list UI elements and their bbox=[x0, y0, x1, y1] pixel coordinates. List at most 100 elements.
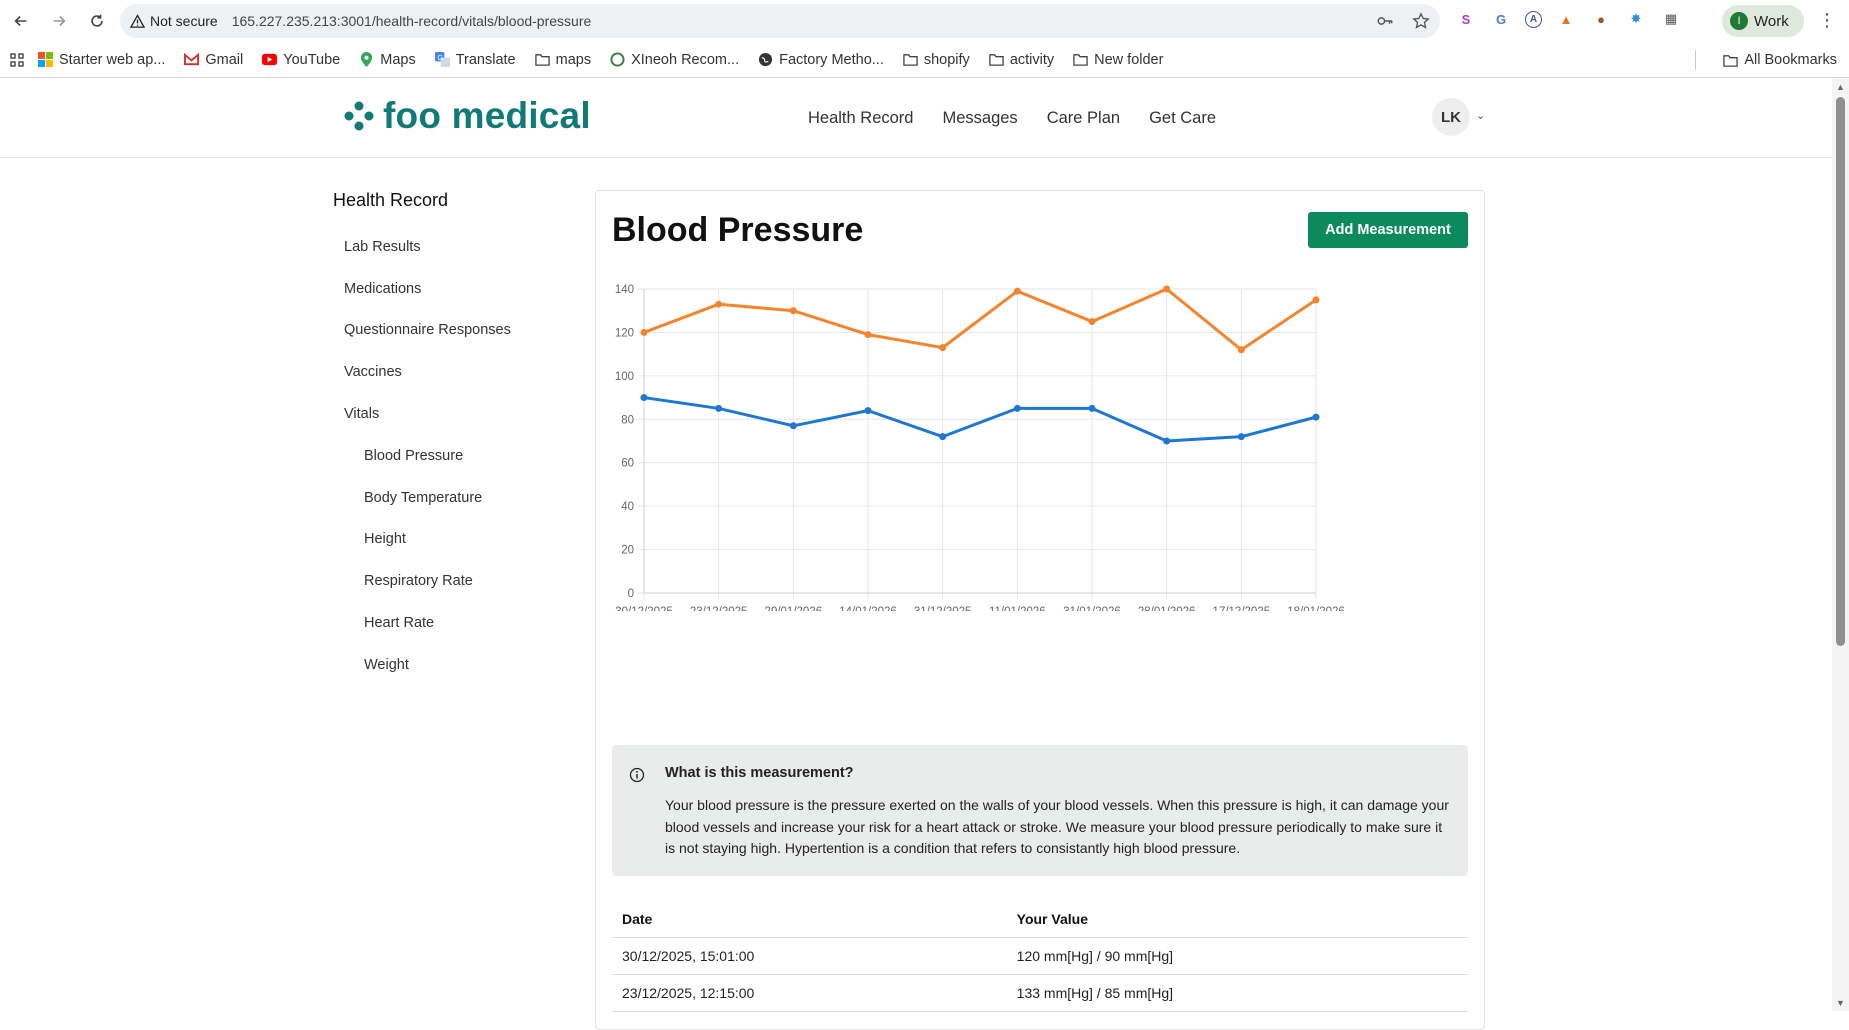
y-tick-label: 0 bbox=[628, 588, 634, 600]
logo[interactable]: foo medical bbox=[343, 95, 591, 137]
folder-icon bbox=[903, 52, 918, 67]
data-point-systolic[interactable] bbox=[1163, 437, 1171, 445]
maps-pin-icon bbox=[359, 52, 374, 67]
security-chip[interactable]: Not secure bbox=[130, 13, 232, 29]
data-point-systolic[interactable] bbox=[640, 394, 648, 402]
table-cell-date: 23/12/2025, 12:15:00 bbox=[612, 974, 1007, 1012]
data-point-diastolic[interactable] bbox=[939, 344, 947, 352]
sidebar-item-medications[interactable]: Medications bbox=[344, 280, 422, 297]
scrollbar-thumb[interactable] bbox=[1836, 97, 1845, 646]
sidebar-item-weight[interactable]: Weight bbox=[364, 656, 409, 673]
page-scrollbar[interactable]: ▲ ▼ bbox=[1832, 79, 1849, 1011]
table-row[interactable]: 30/12/2025, 15:01:00 120 mm[Hg] / 90 mm[… bbox=[612, 937, 1468, 975]
data-point-diastolic[interactable] bbox=[789, 307, 797, 315]
all-bookmarks-button[interactable]: All Bookmarks bbox=[1723, 42, 1837, 78]
bookmarks-divider bbox=[1695, 50, 1696, 70]
x-tick-label: 23/12/2025 bbox=[690, 606, 748, 611]
cookie-extension-icon[interactable]: ● bbox=[1597, 11, 1605, 27]
user-avatar[interactable]: LK bbox=[1432, 98, 1470, 136]
data-point-systolic[interactable] bbox=[789, 422, 797, 430]
data-point-systolic[interactable] bbox=[1237, 433, 1245, 441]
extension-icon-6[interactable]: ✸ bbox=[1630, 11, 1642, 26]
data-point-systolic[interactable] bbox=[1013, 404, 1021, 412]
data-point-diastolic[interactable] bbox=[1163, 285, 1171, 293]
data-point-diastolic[interactable] bbox=[864, 331, 872, 339]
bookmark-folder-maps[interactable]: maps bbox=[534, 52, 591, 68]
reload-icon[interactable] bbox=[80, 4, 114, 38]
bookmark-translate[interactable]: G Translate bbox=[434, 52, 516, 68]
sidebar: Health Record Lab Results Medications Qu… bbox=[333, 190, 573, 686]
data-point-systolic[interactable] bbox=[715, 404, 723, 412]
data-point-systolic[interactable] bbox=[939, 433, 947, 441]
data-point-systolic[interactable] bbox=[864, 407, 872, 415]
bookmark-starter[interactable]: Starter web ap... bbox=[38, 52, 165, 68]
sidebar-item-questionnaire-responses[interactable]: Questionnaire Responses bbox=[344, 322, 511, 339]
sidebar-item-body-temperature[interactable]: Body Temperature bbox=[364, 489, 483, 506]
logo-text: foo medical bbox=[383, 95, 591, 136]
bookmark-folder-activity[interactable]: activity bbox=[989, 52, 1054, 68]
metamask-extension-icon[interactable]: ▲ bbox=[1559, 11, 1573, 27]
sidebar-title[interactable]: Health Record bbox=[333, 190, 449, 210]
info-icon bbox=[629, 767, 645, 783]
table-cell-date: 30/12/2025, 15:01:00 bbox=[612, 937, 1007, 975]
data-point-diastolic[interactable] bbox=[715, 300, 723, 308]
bookmark-factory[interactable]: Factory Metho... bbox=[758, 52, 884, 68]
bookmark-youtube[interactable]: YouTube bbox=[262, 52, 340, 68]
nav-health-record[interactable]: Health Record bbox=[808, 109, 914, 127]
bookmark-folder-shopify[interactable]: shopify bbox=[903, 52, 970, 68]
bookmark-xineoh[interactable]: XIneoh Recom... bbox=[610, 52, 739, 68]
back-icon[interactable] bbox=[4, 4, 38, 38]
table-row[interactable]: 23/12/2025, 12:15:00 133 mm[Hg] / 85 mm[… bbox=[612, 974, 1468, 1012]
sidebar-item-vitals[interactable]: Vitals bbox=[344, 406, 380, 423]
app-header: foo medical Health Record Messages Care … bbox=[0, 79, 1832, 158]
translate-icon: G bbox=[434, 52, 450, 67]
folder-icon bbox=[1073, 52, 1088, 67]
bookmark-maps[interactable]: Maps bbox=[359, 52, 416, 68]
data-point-diastolic[interactable] bbox=[1237, 346, 1245, 354]
extension-icon-3[interactable]: A bbox=[1525, 10, 1542, 28]
page-title: Blood Pressure bbox=[612, 211, 864, 249]
sidebar-item-vaccines[interactable]: Vaccines bbox=[344, 364, 402, 381]
warning-icon bbox=[130, 13, 145, 28]
scroll-down-icon[interactable]: ▼ bbox=[1836, 998, 1845, 1008]
data-point-diastolic[interactable] bbox=[640, 328, 648, 336]
star-icon[interactable] bbox=[1412, 12, 1430, 30]
extensions-puzzle-icon[interactable]: ▦ bbox=[1664, 11, 1678, 26]
bookmarks-bar: Starter web ap... Gmail YouTube Maps G T… bbox=[0, 42, 1849, 78]
microsoft-icon bbox=[38, 52, 53, 67]
key-icon[interactable] bbox=[1376, 12, 1394, 30]
data-point-systolic[interactable] bbox=[1088, 404, 1096, 412]
data-point-diastolic[interactable] bbox=[1312, 296, 1320, 304]
sidebar-item-blood-pressure[interactable]: Blood Pressure bbox=[364, 447, 464, 464]
gmail-icon bbox=[184, 52, 200, 67]
nav-get-care[interactable]: Get Care bbox=[1149, 109, 1217, 127]
profile-button[interactable]: I Work bbox=[1722, 5, 1804, 37]
nav-messages[interactable]: Messages bbox=[942, 109, 1018, 127]
sidebar-item-respiratory-rate[interactable]: Respiratory Rate bbox=[364, 573, 473, 590]
url-text[interactable]: 165.227.235.213:3001/health-record/vital… bbox=[231, 13, 592, 29]
info-text: Your blood pressure is the pressure exer… bbox=[665, 797, 1449, 856]
add-measurement-button[interactable]: Add Measurement bbox=[1308, 212, 1468, 248]
globe-icon bbox=[758, 52, 773, 67]
data-point-systolic[interactable] bbox=[1312, 413, 1320, 421]
browser-toolbar: Not secure 165.227.235.213:3001/health-r… bbox=[0, 0, 1849, 42]
sidebar-item-heart-rate[interactable]: Heart Rate bbox=[364, 615, 435, 632]
sidebar-item-height[interactable]: Height bbox=[364, 531, 406, 548]
browser-menu-icon[interactable]: ⋮ bbox=[1818, 10, 1836, 30]
data-point-diastolic[interactable] bbox=[1088, 318, 1096, 326]
chevron-down-icon[interactable]: ⌄ bbox=[1476, 110, 1486, 122]
folder-icon bbox=[534, 52, 550, 67]
address-bar[interactable]: Not secure 165.227.235.213:3001/health-r… bbox=[120, 4, 1440, 38]
main-nav: Health Record Messages Care Plan Get Car… bbox=[808, 79, 1216, 158]
data-point-diastolic[interactable] bbox=[1013, 287, 1021, 295]
bookmark-folder-new[interactable]: New folder bbox=[1073, 52, 1163, 68]
sidebar-item-lab-results[interactable]: Lab Results bbox=[344, 238, 421, 255]
bookmark-gmail[interactable]: Gmail bbox=[184, 52, 243, 68]
translate-extension-icon[interactable]: G bbox=[1495, 11, 1507, 27]
extension-icon-1[interactable]: S bbox=[1461, 11, 1471, 27]
nav-care-plan[interactable]: Care Plan bbox=[1046, 109, 1121, 127]
logo-mark-icon bbox=[344, 101, 374, 131]
apps-grid-icon[interactable] bbox=[10, 52, 24, 67]
scroll-up-icon[interactable]: ▲ bbox=[1836, 82, 1845, 92]
forward-icon[interactable] bbox=[42, 4, 76, 38]
